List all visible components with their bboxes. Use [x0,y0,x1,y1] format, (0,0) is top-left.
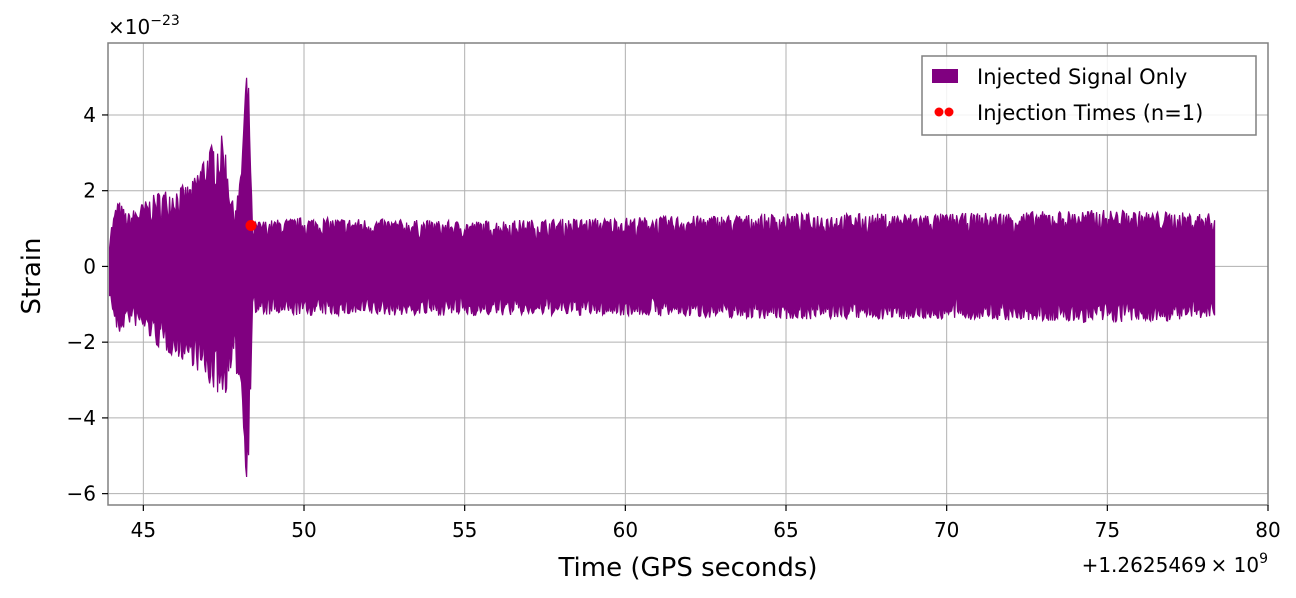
x-tick-label: 80 [1255,518,1280,542]
x-tick-label: 75 [1095,518,1120,542]
legend-marker-injection-1 [934,107,944,117]
x-axis-ticks: 45 50 55 60 65 70 75 80 [131,505,1281,542]
legend: Injected Signal Only Injection Times (n=… [921,55,1257,136]
signal-trace [109,77,1216,478]
signal-series [109,77,1216,478]
legend-label-signal: Injected Signal Only [977,65,1187,89]
legend-label-injection: Injection Times (n=1) [977,101,1203,125]
legend-box [921,55,1257,136]
x-tick-label: 60 [613,518,638,542]
legend-marker-injection-2 [944,107,954,117]
legend-swatch-signal [932,69,958,83]
y-tick-label: 2 [83,179,96,203]
y-axis-ticks: −6 −4 −2 0 2 4 [67,103,108,506]
y-tick-label: −4 [67,406,96,430]
y-axis-label: Strain [17,237,47,314]
injection-point [245,220,257,232]
x-axis-label: Time (GPS seconds) [557,553,817,583]
y-tick-label: −2 [67,330,96,354]
y-tick-label: −6 [67,482,96,506]
y-tick-label: 0 [83,254,96,278]
x-tick-label: 50 [291,518,316,542]
x-tick-label: 45 [131,518,156,542]
y-multiplier: ×10−23 [108,13,180,39]
y-tick-label: 4 [83,103,96,127]
x-offset-label: +1.2625469 × 109 [1082,551,1268,577]
x-tick-label: 70 [934,518,959,542]
x-tick-label: 65 [773,518,798,542]
injection-points [245,220,257,232]
x-tick-label: 55 [452,518,477,542]
plot-frame [107,42,1269,506]
